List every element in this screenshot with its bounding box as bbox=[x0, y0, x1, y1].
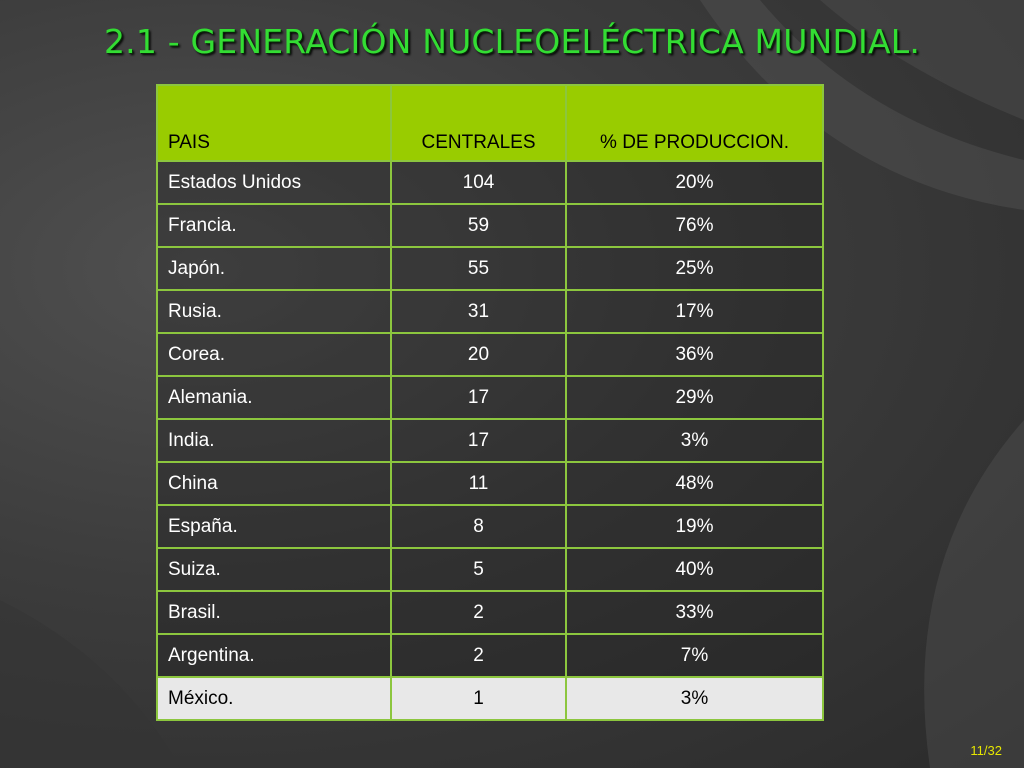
header-pais: PAIS bbox=[156, 84, 392, 162]
table-row: Suiza. 5 40% bbox=[156, 547, 824, 592]
cell-produccion: 7% bbox=[565, 633, 824, 678]
cell-produccion: 3% bbox=[565, 418, 824, 463]
cell-centrales: 20 bbox=[390, 332, 567, 377]
cell-pais: Japón. bbox=[156, 246, 392, 291]
cell-centrales: 17 bbox=[390, 418, 567, 463]
header-produccion: % DE PRODUCCION. bbox=[565, 84, 824, 162]
cell-produccion: 20% bbox=[565, 160, 824, 205]
cell-centrales: 17 bbox=[390, 375, 567, 420]
cell-produccion: 17% bbox=[565, 289, 824, 334]
cell-pais: España. bbox=[156, 504, 392, 549]
cell-pais: México. bbox=[156, 676, 392, 721]
cell-centrales: 31 bbox=[390, 289, 567, 334]
cell-produccion: 29% bbox=[565, 375, 824, 420]
nuclear-generation-table: PAIS CENTRALES % DE PRODUCCION. Estados … bbox=[156, 84, 824, 721]
cell-pais: Alemania. bbox=[156, 375, 392, 420]
table-row: China 11 48% bbox=[156, 461, 824, 506]
table-row: Alemania. 17 29% bbox=[156, 375, 824, 420]
table-row: Estados Unidos 104 20% bbox=[156, 160, 824, 205]
cell-produccion: 19% bbox=[565, 504, 824, 549]
table-header-row: PAIS CENTRALES % DE PRODUCCION. bbox=[156, 84, 824, 162]
cell-produccion: 40% bbox=[565, 547, 824, 592]
table-row: Rusia. 31 17% bbox=[156, 289, 824, 334]
cell-pais: Suiza. bbox=[156, 547, 392, 592]
cell-centrales: 2 bbox=[390, 590, 567, 635]
cell-centrales: 5 bbox=[390, 547, 567, 592]
header-centrales: CENTRALES bbox=[390, 84, 567, 162]
cell-centrales: 2 bbox=[390, 633, 567, 678]
cell-produccion: 25% bbox=[565, 246, 824, 291]
cell-pais: Rusia. bbox=[156, 289, 392, 334]
cell-produccion: 3% bbox=[565, 676, 824, 721]
table-row: Argentina. 2 7% bbox=[156, 633, 824, 678]
cell-pais: Brasil. bbox=[156, 590, 392, 635]
cell-centrales: 55 bbox=[390, 246, 567, 291]
table-row: Corea. 20 36% bbox=[156, 332, 824, 377]
table-body: Estados Unidos 104 20% Francia. 59 76% Japón. 5… bbox=[156, 160, 824, 721]
table-row: India. 17 3% bbox=[156, 418, 824, 463]
table-row: Japón. 55 25% bbox=[156, 246, 824, 291]
cell-pais: India. bbox=[156, 418, 392, 463]
cell-produccion: 33% bbox=[565, 590, 824, 635]
cell-pais: China bbox=[156, 461, 392, 506]
cell-centrales: 59 bbox=[390, 203, 567, 248]
table-row: México. 1 3% bbox=[156, 676, 824, 721]
table-row: España. 8 19% bbox=[156, 504, 824, 549]
cell-centrales: 8 bbox=[390, 504, 567, 549]
cell-pais: Francia. bbox=[156, 203, 392, 248]
cell-produccion: 48% bbox=[565, 461, 824, 506]
cell-centrales: 11 bbox=[390, 461, 567, 506]
table-row: Brasil. 2 33% bbox=[156, 590, 824, 635]
cell-centrales: 104 bbox=[390, 160, 567, 205]
cell-produccion: 76% bbox=[565, 203, 824, 248]
page-number: 11/32 bbox=[970, 743, 1002, 758]
table-row: Francia. 59 76% bbox=[156, 203, 824, 248]
cell-pais: Argentina. bbox=[156, 633, 392, 678]
cell-produccion: 36% bbox=[565, 332, 824, 377]
cell-pais: Estados Unidos bbox=[156, 160, 392, 205]
slide-title: 2.1 - GENERACIÓN NUCLEOELÉCTRICA MUNDIAL… bbox=[103, 22, 921, 61]
cell-pais: Corea. bbox=[156, 332, 392, 377]
data-table-container: PAIS CENTRALES % DE PRODUCCION. Estados … bbox=[156, 84, 824, 721]
cell-centrales: 1 bbox=[390, 676, 567, 721]
